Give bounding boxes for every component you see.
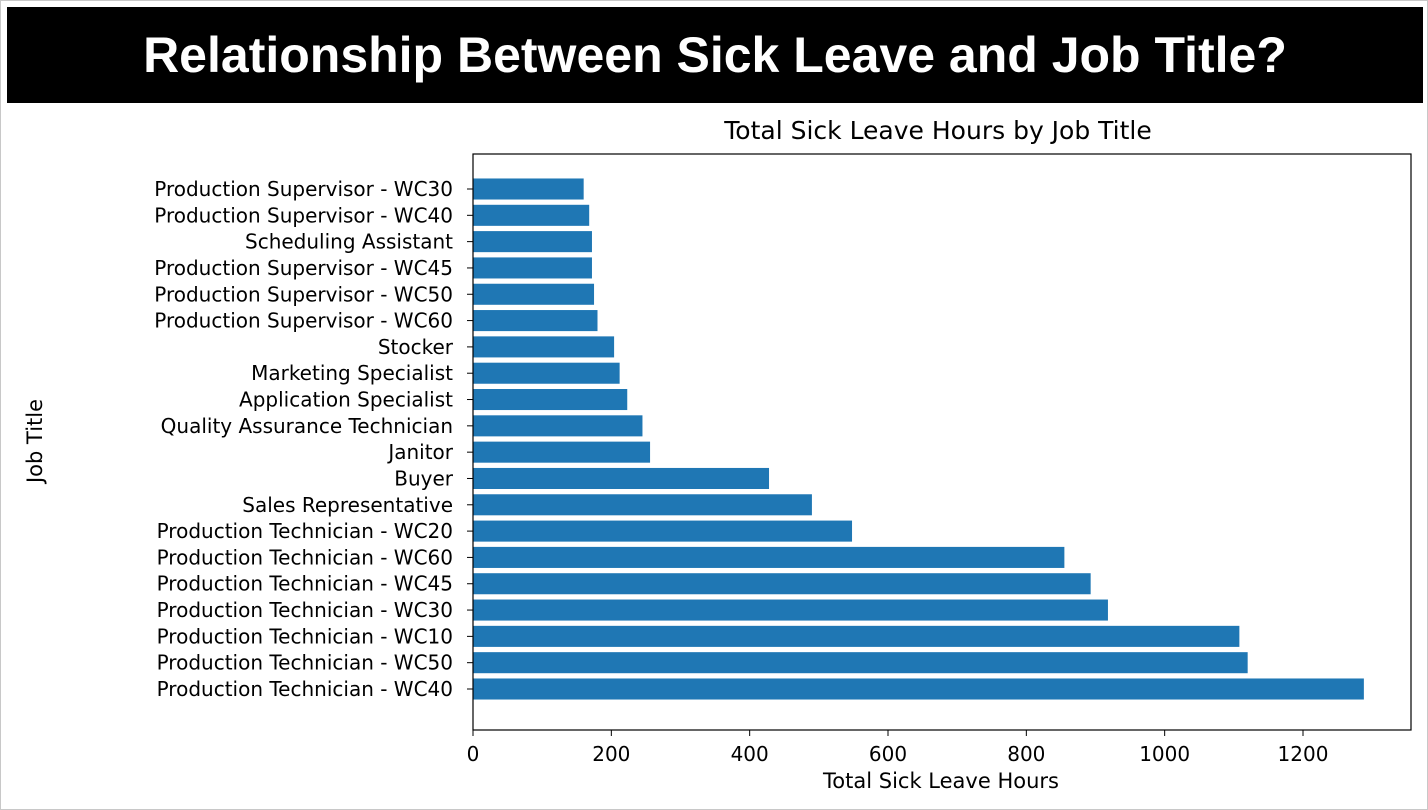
category-label: Production Supervisor - WC30	[154, 177, 453, 201]
bar	[473, 652, 1248, 674]
plot-frame	[472, 153, 1412, 731]
bar	[473, 494, 812, 516]
x-tick-label: 0	[467, 742, 480, 766]
bar	[473, 389, 628, 411]
bar	[473, 178, 584, 200]
category-label: Production Technician - WC20	[157, 519, 453, 543]
bar	[473, 283, 595, 305]
category-label: Production Supervisor - WC45	[154, 256, 453, 280]
bar	[473, 231, 592, 253]
category-label: Janitor	[386, 440, 453, 464]
category-label: Production Technician - WC50	[157, 651, 453, 675]
bar	[473, 678, 1364, 700]
bar	[473, 415, 643, 437]
bar	[473, 599, 1108, 621]
x-tick-label: 600	[869, 742, 907, 766]
category-label: Production Technician - WC45	[157, 572, 453, 596]
slide-heading: Relationship Between Sick Leave and Job …	[143, 27, 1287, 83]
category-label: Production Technician - WC10	[157, 624, 453, 648]
x-tick-label: 1000	[1139, 742, 1190, 766]
bar	[473, 625, 1240, 647]
x-tick-label: 200	[592, 742, 630, 766]
bar	[473, 257, 592, 279]
bar	[473, 520, 853, 542]
x-axis-ticks: 0 200 400 600 800 1000 1200	[467, 730, 1329, 766]
bar	[473, 204, 590, 226]
x-tick-label: 400	[731, 742, 769, 766]
category-label: Marketing Specialist	[251, 361, 453, 385]
bar	[473, 573, 1091, 595]
category-label: Buyer	[394, 466, 454, 490]
bar	[473, 546, 1065, 568]
category-label: Production Supervisor - WC60	[154, 309, 453, 333]
title-banner: Relationship Between Sick Leave and Job …	[7, 7, 1423, 103]
category-label: Production Technician - WC60	[157, 545, 453, 569]
y-axis-label: Job Title	[23, 399, 47, 485]
x-tick-label: 800	[1007, 742, 1045, 766]
category-label: Production Technician - WC40	[157, 677, 453, 701]
category-label: Production Supervisor - WC40	[154, 203, 453, 227]
category-label: Sales Representative	[242, 493, 453, 517]
category-label: Production Technician - WC30	[157, 598, 453, 622]
category-label: Scheduling Assistant	[245, 230, 453, 254]
bar	[473, 441, 651, 463]
x-tick-label: 1200	[1278, 742, 1329, 766]
category-label: Stocker	[378, 335, 454, 359]
category-label: Application Specialist	[239, 388, 453, 412]
bar-chart: Total Sick Leave Hours by Job Title Prod…	[23, 116, 1412, 793]
bar	[473, 362, 620, 384]
x-axis-label: Total Sick Leave Hours	[822, 769, 1059, 793]
category-label: Production Supervisor - WC50	[154, 282, 453, 306]
bar	[473, 310, 598, 332]
bar	[473, 467, 770, 489]
category-label: Quality Assurance Technician	[161, 414, 453, 438]
bar	[473, 336, 615, 358]
bars-group	[473, 178, 1364, 700]
chart-title: Total Sick Leave Hours by Job Title	[723, 116, 1152, 145]
